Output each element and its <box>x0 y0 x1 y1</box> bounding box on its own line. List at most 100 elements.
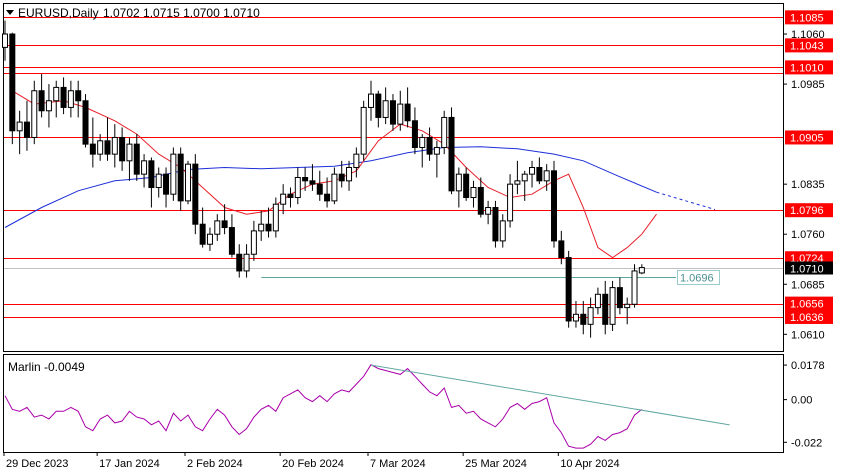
candle-body <box>558 240 565 259</box>
candle <box>514 160 521 195</box>
candle <box>272 197 279 238</box>
candle <box>346 160 353 191</box>
candle <box>2 20 8 61</box>
candle <box>265 207 272 238</box>
candle-body <box>177 153 184 202</box>
marked-price: 1.0696 <box>261 270 720 285</box>
candle <box>441 110 448 155</box>
candle <box>31 80 38 145</box>
candle <box>426 127 433 161</box>
level-labels: 1.10851.10431.10101.09051.07961.07241.06… <box>785 10 833 324</box>
oscillator-axis: 0.0178 0.00 -0.022 <box>783 360 825 449</box>
candle-body <box>594 293 601 309</box>
candle-body <box>411 120 418 148</box>
candle <box>148 157 155 208</box>
candle <box>316 170 323 201</box>
candle-body <box>75 90 82 102</box>
candle-body <box>638 267 645 274</box>
candle-body <box>119 136 126 162</box>
candle <box>89 117 96 168</box>
symbol-text: EURUSD,Daily <box>18 6 99 20</box>
x-tick-label: 17 Jan 2024 <box>99 458 160 470</box>
fast-ma-line <box>12 90 657 259</box>
x-tick-label: 7 Mar 2024 <box>370 458 426 470</box>
marked-price-label: 1.0696 <box>680 273 714 285</box>
indicator-panel <box>3 354 784 453</box>
candle <box>214 214 221 241</box>
osc-tick-label: 0.0178 <box>791 360 825 372</box>
candle-body <box>287 193 294 199</box>
candle <box>155 167 162 198</box>
candle <box>163 167 170 208</box>
candle <box>419 134 426 168</box>
candle <box>250 220 257 261</box>
candle-body <box>31 90 38 138</box>
candle-body <box>609 287 616 325</box>
level-label: 1.0905 <box>790 132 824 144</box>
candle <box>287 187 294 208</box>
candle <box>221 204 228 235</box>
y-tick-label: 1.0835 <box>791 179 825 191</box>
candle-body <box>463 173 470 199</box>
candle-body <box>272 203 279 232</box>
candle <box>111 124 118 168</box>
candle <box>587 297 594 338</box>
level-label-box <box>785 10 833 25</box>
marked-price-box <box>677 270 720 285</box>
candle-body <box>141 160 148 175</box>
candle <box>126 137 133 181</box>
candle-body <box>163 173 170 195</box>
candle-body <box>346 166 353 182</box>
candle <box>507 174 514 228</box>
candle-body <box>170 153 177 195</box>
candle <box>360 100 367 161</box>
candle <box>53 80 60 118</box>
level-label-box <box>785 38 833 53</box>
candle <box>572 300 579 328</box>
candle-body <box>580 313 587 325</box>
candle-body <box>565 257 572 322</box>
level-label: 1.0656 <box>790 299 824 311</box>
candle-body <box>485 207 492 215</box>
candle-body <box>338 173 345 182</box>
level-label: 1.0796 <box>790 205 824 217</box>
candle <box>170 147 177 201</box>
x-tick-label: 25 Mar 2024 <box>465 458 527 470</box>
candle-body <box>389 100 396 125</box>
candle-body <box>426 136 433 155</box>
chart-menu-icon[interactable] <box>6 10 14 15</box>
candle <box>631 264 638 308</box>
candle <box>67 80 74 118</box>
candle <box>38 74 45 118</box>
level-label: 1.1043 <box>790 40 824 52</box>
price-axis: 1.1060 1.0985 1.0835 1.0760 1.0685 1.0610 <box>783 29 825 341</box>
candle-body <box>507 183 514 222</box>
candle-body <box>111 136 118 155</box>
candle <box>404 87 411 128</box>
candle-body <box>397 103 404 125</box>
candle <box>638 264 645 275</box>
candle <box>558 230 565 265</box>
candle-body <box>265 223 272 232</box>
candle <box>192 154 199 235</box>
candle <box>119 127 126 171</box>
oscillator-line <box>4 364 643 449</box>
candle <box>353 147 360 178</box>
candle <box>243 244 250 278</box>
candle <box>60 77 67 115</box>
level-label-box <box>785 309 833 324</box>
candle <box>228 214 235 258</box>
candle-body <box>551 170 557 242</box>
time-axis: 29 Dec 2023 17 Jan 2024 2 Feb 2024 20 Feb 2… <box>3 452 620 470</box>
main-panel <box>3 3 784 352</box>
candle-body <box>104 140 111 155</box>
candle-body <box>316 183 323 195</box>
candle-body <box>433 146 440 155</box>
candle <box>536 157 543 185</box>
candle-body <box>360 106 367 155</box>
candle <box>485 200 492 225</box>
candle <box>97 134 104 161</box>
candle <box>236 244 243 278</box>
candle <box>565 250 572 328</box>
